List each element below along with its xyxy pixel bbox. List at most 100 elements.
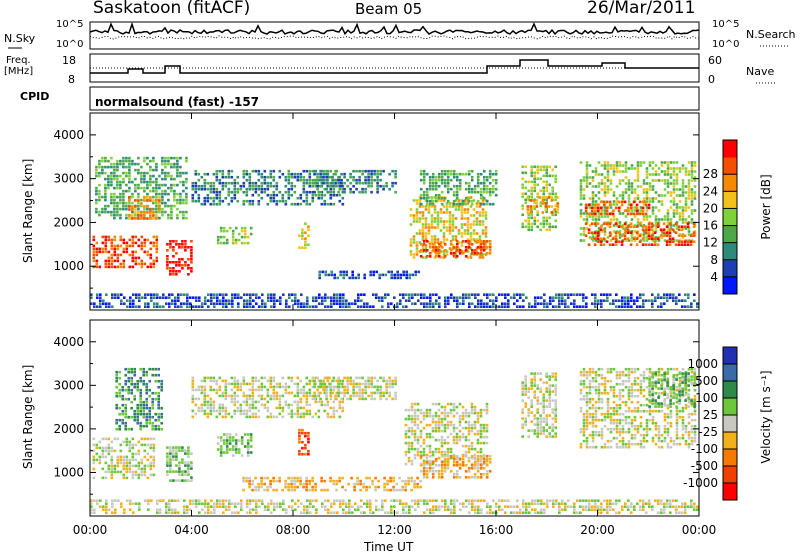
data-cell — [121, 418, 124, 422]
data-cell — [281, 376, 285, 380]
data-cell — [437, 438, 441, 442]
data-cell — [251, 184, 255, 188]
data-cell — [215, 187, 219, 191]
data-cell — [596, 234, 600, 237]
data-cell — [260, 388, 264, 392]
data-cell — [431, 470, 435, 473]
data-cell — [495, 299, 498, 302]
data-cell — [351, 270, 354, 274]
data-cell — [325, 385, 328, 389]
data-cell — [275, 385, 279, 389]
data-cell — [550, 196, 554, 199]
data-cell — [296, 479, 299, 483]
data-cell — [137, 244, 141, 248]
data-cell — [480, 302, 483, 305]
data-cell — [140, 461, 144, 465]
data-cell — [266, 476, 269, 480]
data-cell — [178, 270, 181, 273]
data-cell — [137, 207, 140, 211]
data-cell — [287, 169, 291, 173]
data-cell — [140, 437, 144, 441]
data-cell — [443, 196, 447, 200]
data-cell — [225, 238, 229, 242]
data-cell — [266, 175, 270, 179]
data-cell — [470, 405, 474, 409]
data-cell — [608, 212, 612, 216]
data-cell — [266, 202, 270, 206]
data-cell — [302, 388, 306, 392]
data-cell — [113, 162, 116, 166]
data-cell — [342, 293, 345, 296]
data-cell — [476, 414, 480, 418]
data-cell — [113, 198, 116, 202]
data-cell — [379, 397, 382, 401]
data-cell — [224, 391, 228, 395]
data-cell — [434, 458, 438, 461]
data-cell — [236, 394, 240, 398]
data-cell — [645, 218, 649, 221]
data-cell — [422, 438, 426, 442]
data-cell — [425, 190, 429, 194]
data-cell — [187, 455, 190, 458]
data-cell — [561, 293, 564, 296]
data-cell — [146, 443, 150, 447]
data-cell — [672, 212, 676, 215]
data-cell — [245, 199, 249, 203]
data-cell — [544, 205, 548, 208]
data-cell — [641, 206, 645, 210]
data-cell — [597, 299, 600, 302]
data-cell — [335, 379, 339, 383]
data-cell — [142, 370, 145, 374]
data-cell — [231, 445, 235, 448]
data-cell — [386, 479, 389, 483]
data-cell — [119, 449, 123, 453]
data-cell — [330, 296, 333, 299]
data-cell — [166, 258, 169, 261]
data-cell — [189, 305, 192, 308]
data-cell — [319, 397, 322, 401]
data-cell — [636, 197, 640, 200]
colorbar-tick-label: 12 — [703, 236, 718, 250]
data-cell — [482, 243, 486, 246]
data-cell — [405, 305, 408, 308]
data-cell — [312, 305, 315, 308]
data-cell — [219, 445, 223, 448]
data-cell — [353, 485, 356, 489]
data-cell — [488, 172, 492, 176]
data-cell — [251, 397, 255, 401]
data-cell — [128, 238, 132, 242]
data-cell — [151, 397, 154, 401]
data-cell — [475, 232, 479, 235]
colorbar-swatch — [723, 140, 737, 158]
data-cell — [212, 403, 216, 407]
data-cell — [521, 183, 524, 187]
data-cell — [300, 302, 303, 305]
data-cell — [446, 175, 450, 179]
data-cell — [218, 181, 222, 185]
data-cell — [187, 461, 190, 464]
data-cell — [651, 305, 654, 308]
data-cell — [266, 488, 269, 492]
data-cell — [290, 193, 294, 197]
data-cell — [551, 168, 554, 172]
data-cell — [248, 382, 252, 386]
data-cell — [341, 196, 345, 200]
data-cell — [278, 403, 282, 407]
data-cell — [668, 234, 672, 237]
data-cell — [329, 202, 333, 206]
data-cell — [242, 172, 246, 176]
data-cell — [579, 212, 583, 215]
data-cell — [175, 449, 178, 452]
data-cell — [428, 464, 432, 467]
nsky-tick-top: 10^5 — [56, 19, 84, 30]
data-cell — [227, 181, 231, 185]
data-cell — [422, 169, 426, 173]
data-cell — [143, 238, 147, 242]
data-cell — [635, 243, 639, 246]
data-cell — [627, 185, 631, 188]
data-cell — [463, 199, 467, 202]
data-cell — [149, 214, 152, 217]
data-cell — [249, 296, 252, 299]
data-cell — [402, 296, 405, 299]
data-cell — [437, 447, 441, 451]
